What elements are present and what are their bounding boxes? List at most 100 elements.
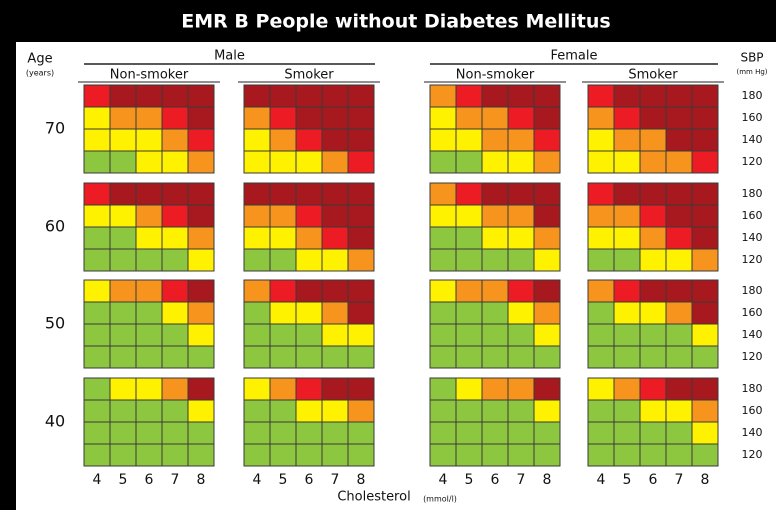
risk-cell bbox=[587, 84, 615, 108]
risk-cell bbox=[161, 106, 189, 130]
cholesterol-tick: 7 bbox=[675, 472, 684, 488]
risk-cell bbox=[347, 399, 375, 423]
group-label: Smoker bbox=[628, 68, 678, 83]
risk-cell bbox=[481, 421, 509, 445]
risk-cell bbox=[613, 377, 641, 401]
risk-cell bbox=[109, 248, 137, 272]
risk-cell bbox=[109, 421, 137, 445]
risk-cell bbox=[295, 443, 323, 467]
risk-cell bbox=[135, 204, 163, 228]
risk-cell bbox=[135, 84, 163, 108]
risk-cell bbox=[481, 301, 509, 325]
group-label: Non-smoker bbox=[110, 68, 189, 83]
risk-cell bbox=[429, 443, 457, 467]
risk-cell bbox=[691, 84, 719, 108]
risk-cell bbox=[481, 204, 509, 228]
risk-cell bbox=[691, 128, 719, 152]
risk-cell bbox=[665, 399, 693, 423]
risk-cell bbox=[533, 345, 561, 369]
risk-cell bbox=[691, 443, 719, 467]
risk-cell bbox=[691, 279, 719, 303]
risk-cell bbox=[83, 204, 111, 228]
cholesterol-tick: 5 bbox=[279, 472, 288, 488]
risk-cell bbox=[665, 128, 693, 152]
risk-cell bbox=[347, 248, 375, 272]
risk-cell bbox=[187, 443, 215, 467]
sbp-tick: 140 bbox=[742, 328, 763, 341]
risk-cell bbox=[347, 421, 375, 445]
risk-cell bbox=[587, 204, 615, 228]
sbp-tick: 160 bbox=[742, 209, 763, 222]
risk-cell bbox=[321, 182, 349, 206]
risk-cell bbox=[135, 345, 163, 369]
risk-cell bbox=[533, 421, 561, 445]
risk-cell bbox=[161, 345, 189, 369]
risk-cell bbox=[347, 182, 375, 206]
risk-cell bbox=[639, 279, 667, 303]
risk-cell bbox=[347, 106, 375, 130]
risk-cell bbox=[665, 345, 693, 369]
risk-cell bbox=[507, 150, 535, 174]
risk-cell bbox=[347, 226, 375, 250]
risk-cell bbox=[187, 106, 215, 130]
sbp-tick: 180 bbox=[742, 187, 763, 200]
risk-cell bbox=[613, 204, 641, 228]
age-value: 60 bbox=[45, 217, 65, 236]
risk-cell bbox=[507, 106, 535, 130]
risk-cell bbox=[507, 204, 535, 228]
risk-cell bbox=[429, 279, 457, 303]
risk-cell bbox=[481, 443, 509, 467]
risk-cell bbox=[613, 279, 641, 303]
risk-cell bbox=[347, 345, 375, 369]
cholesterol-tick: 6 bbox=[145, 472, 154, 488]
risk-cell bbox=[507, 182, 535, 206]
risk-cell bbox=[429, 128, 457, 152]
risk-cell bbox=[269, 84, 297, 108]
risk-cell bbox=[243, 128, 271, 152]
cholesterol-tick: 7 bbox=[331, 472, 340, 488]
risk-cell bbox=[83, 150, 111, 174]
risk-cell bbox=[481, 128, 509, 152]
cholesterol-tick: 4 bbox=[439, 472, 448, 488]
risk-cell bbox=[295, 377, 323, 401]
risk-cell bbox=[533, 248, 561, 272]
risk-cell bbox=[83, 323, 111, 347]
risk-cell bbox=[455, 345, 483, 369]
risk-cell bbox=[533, 128, 561, 152]
risk-cell bbox=[481, 182, 509, 206]
risk-cell bbox=[321, 443, 349, 467]
risk-cell bbox=[507, 301, 535, 325]
risk-cell bbox=[187, 182, 215, 206]
risk-cell bbox=[187, 421, 215, 445]
risk-cell bbox=[269, 279, 297, 303]
risk-cell bbox=[507, 443, 535, 467]
risk-cell bbox=[243, 301, 271, 325]
risk-cell bbox=[83, 399, 111, 423]
risk-cell bbox=[533, 204, 561, 228]
sbp-tick: 120 bbox=[742, 350, 763, 363]
risk-cell bbox=[587, 128, 615, 152]
risk-cell bbox=[533, 399, 561, 423]
risk-cell bbox=[481, 377, 509, 401]
risk-cell bbox=[665, 204, 693, 228]
risk-cell bbox=[507, 279, 535, 303]
risk-cell bbox=[455, 248, 483, 272]
risk-cell bbox=[429, 150, 457, 174]
age-value: 40 bbox=[45, 412, 65, 431]
risk-cell bbox=[429, 248, 457, 272]
sex-label: Female bbox=[550, 49, 597, 64]
risk-cell bbox=[161, 421, 189, 445]
cholesterol-label: Cholesterol bbox=[337, 490, 410, 505]
age-value: 50 bbox=[45, 314, 65, 333]
risk-cell bbox=[135, 377, 163, 401]
risk-cell bbox=[533, 301, 561, 325]
risk-cell bbox=[295, 399, 323, 423]
risk-cell bbox=[613, 301, 641, 325]
risk-cell bbox=[269, 377, 297, 401]
sbp-tick: 160 bbox=[742, 404, 763, 417]
risk-cell bbox=[109, 323, 137, 347]
risk-cell bbox=[109, 377, 137, 401]
cholesterol-tick: 7 bbox=[517, 472, 526, 488]
risk-cell bbox=[613, 399, 641, 423]
risk-cell bbox=[161, 150, 189, 174]
